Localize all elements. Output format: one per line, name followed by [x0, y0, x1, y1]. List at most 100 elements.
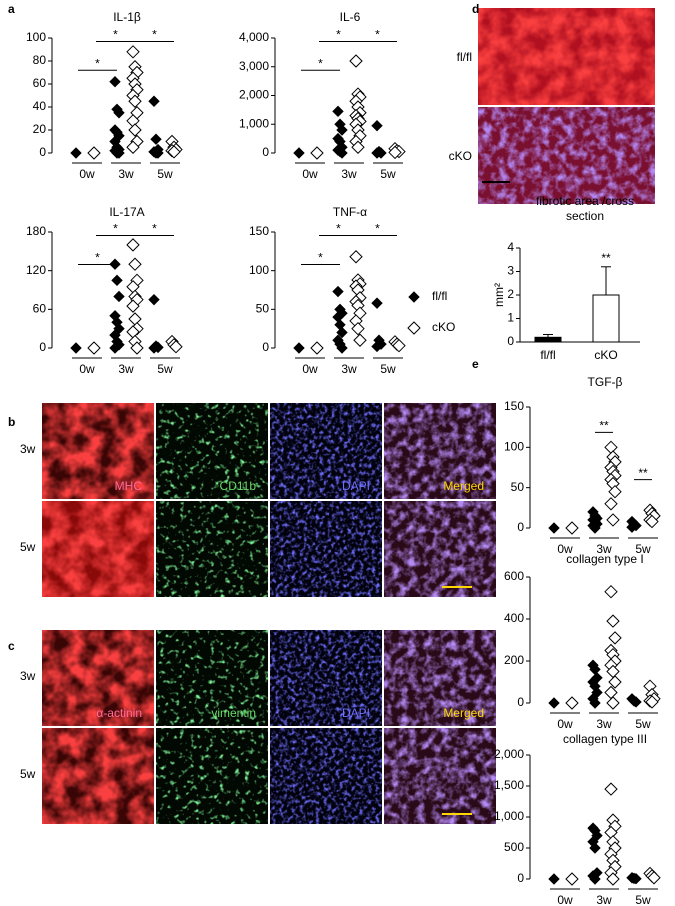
x-tick-label: fl/fl — [540, 348, 555, 362]
data-point — [630, 696, 642, 708]
data-point — [565, 696, 579, 710]
chart-title: collagen type III — [563, 732, 647, 746]
significance-label: * — [375, 222, 380, 236]
data-point — [336, 147, 348, 159]
micrograph-texture — [270, 501, 382, 597]
y-tick-label: 0 — [39, 340, 46, 354]
data-point — [332, 285, 344, 298]
y-axis-label: mm² — [492, 283, 506, 307]
data-point — [128, 257, 142, 271]
x-tick-label: 5w — [380, 167, 396, 181]
stain-label: CD11b — [220, 479, 257, 493]
y-tick-label: 400 — [504, 611, 524, 625]
y-tick-label: 20 — [33, 122, 47, 136]
y-tick-label: 3,000 — [239, 59, 269, 73]
data-point — [87, 146, 101, 160]
data-point — [604, 584, 618, 599]
data-point — [565, 521, 579, 535]
x-tick-label: 3w — [596, 542, 612, 556]
row-label: fl/fl — [457, 50, 472, 64]
data-point — [548, 697, 560, 709]
significance-label: * — [336, 222, 341, 236]
micrograph-texture — [478, 8, 655, 105]
micrograph-texture — [42, 501, 154, 597]
significance-label: * — [113, 28, 118, 42]
data-point — [606, 513, 620, 527]
data-point — [148, 342, 160, 354]
x-tick-label: 0w — [557, 542, 573, 556]
data-point — [128, 123, 142, 137]
data-point — [608, 675, 622, 689]
stain-label: Merged — [443, 706, 484, 720]
micrograph-texture — [156, 403, 268, 499]
micrograph-texture — [384, 501, 496, 597]
panel-label: c — [8, 639, 15, 653]
data-point — [150, 133, 162, 145]
x-tick-label: 0w — [557, 717, 573, 731]
y-tick-label: 60 — [33, 76, 47, 90]
data-point — [113, 290, 125, 303]
data-point — [608, 631, 622, 645]
x-tick-label: 0w — [79, 362, 95, 376]
stain-label: α-actinin — [96, 706, 142, 720]
data-point — [548, 873, 560, 885]
y-tick-label: 0 — [262, 145, 269, 159]
y-tick-label: 200 — [504, 653, 524, 667]
x-tick-label: 5w — [157, 167, 173, 181]
data-point — [109, 342, 121, 354]
x-tick-label: 5w — [157, 362, 173, 376]
y-tick-label: 4 — [507, 240, 514, 254]
row-label: cKO — [449, 149, 472, 163]
y-tick-label: 180 — [26, 224, 46, 238]
data-point — [70, 147, 82, 159]
micrograph-texture — [156, 630, 268, 726]
data-point — [606, 614, 620, 628]
y-tick-label: 50 — [256, 302, 270, 316]
x-tick-label: 3w — [341, 362, 357, 376]
y-tick-label: 2,000 — [239, 88, 269, 102]
y-tick-label: 3 — [507, 264, 514, 278]
data-point — [371, 340, 383, 353]
row-label: 5w — [20, 540, 36, 554]
y-tick-label: 1,000 — [494, 809, 524, 823]
bar — [534, 336, 562, 343]
data-point — [371, 147, 383, 159]
significance-label: * — [152, 28, 157, 42]
microscopy — [42, 8, 655, 824]
data-point — [647, 871, 661, 885]
data-point — [565, 872, 579, 886]
data-point — [113, 147, 125, 159]
x-tick-label: 0w — [302, 167, 318, 181]
data-point — [148, 95, 160, 107]
data-point — [167, 145, 181, 159]
significance-label: * — [113, 222, 118, 236]
data-point — [388, 145, 402, 160]
data-point — [392, 338, 406, 353]
data-point — [589, 873, 601, 885]
micrograph-texture — [384, 728, 496, 824]
legend-marker — [407, 321, 421, 335]
micrograph-texture — [270, 630, 382, 726]
y-tick-label: 1 — [507, 311, 514, 325]
micrograph-texture — [270, 403, 382, 499]
data-point — [336, 326, 348, 339]
data-point — [87, 341, 101, 355]
data-point — [604, 440, 618, 455]
y-tick-label: 0 — [517, 695, 524, 709]
y-tick-label: 2,000 — [494, 747, 524, 761]
data-point — [126, 140, 140, 154]
micrograph-texture — [384, 403, 496, 499]
data-point — [109, 75, 121, 88]
legend-label: fl/fl — [432, 289, 447, 303]
x-tick-label: 3w — [118, 362, 134, 376]
data-point — [128, 312, 142, 326]
data-point — [336, 124, 348, 136]
y-tick-label: 150 — [504, 399, 524, 413]
significance-label: * — [152, 222, 157, 236]
data-point — [111, 274, 123, 287]
data-point — [130, 341, 144, 355]
x-tick-label: 0w — [302, 362, 318, 376]
data-point — [126, 45, 140, 59]
micrograph-texture — [156, 501, 268, 597]
